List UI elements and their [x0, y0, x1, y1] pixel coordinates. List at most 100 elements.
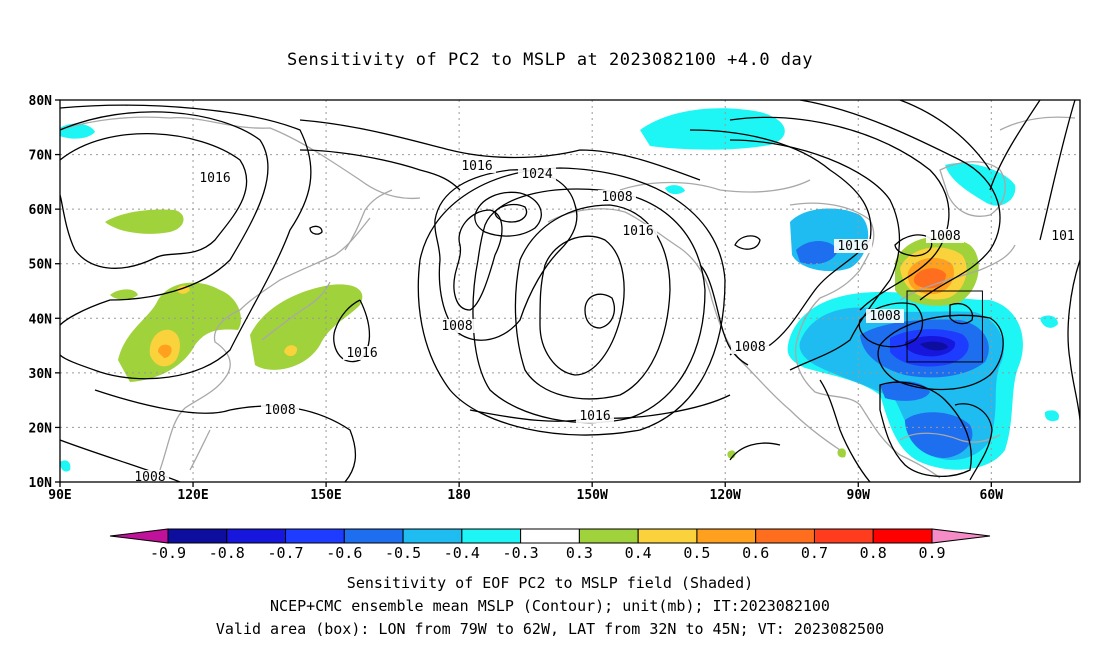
contour-label: 1016	[199, 171, 230, 186]
contour-label: 1008	[264, 403, 295, 418]
colorbar-under-arrow	[109, 528, 169, 544]
colorbar-swatch	[578, 528, 639, 544]
contour-label-bg	[576, 409, 614, 423]
coastline	[189, 429, 211, 471]
contour-label-bg	[834, 239, 872, 253]
mslp-contour	[299, 119, 701, 181]
mslp-contour	[453, 209, 503, 311]
shading-negative	[60, 123, 95, 139]
contour-label: 1016	[461, 159, 492, 174]
mslp-contour	[894, 234, 933, 257]
lon-tick-label: 150E	[310, 488, 341, 503]
colorbar-swatch	[285, 528, 345, 544]
lon-tick-label: 90W	[847, 488, 871, 503]
coastline	[939, 161, 1006, 217]
contour-label-bg	[196, 171, 234, 185]
mslp-contour	[299, 149, 461, 191]
contour-label: 1008	[869, 309, 900, 324]
coastline	[60, 116, 421, 200]
colorbar-label: 0.3	[566, 544, 593, 562]
contour-label: 1008	[601, 190, 632, 205]
lon-tick-label: 90E	[48, 488, 71, 503]
colorbar-swatch	[696, 528, 757, 544]
mslp-contour	[333, 299, 371, 363]
colorbar-swatch	[461, 528, 522, 544]
shading-positive	[105, 209, 184, 234]
shading-negative	[920, 341, 948, 351]
shading-negative	[640, 108, 785, 150]
mslp-contour	[60, 132, 248, 269]
shading-negative	[945, 162, 1016, 206]
colorbar-swatch	[813, 528, 874, 544]
contour-label: 1008	[134, 470, 165, 485]
caption-shading: Sensitivity of EOF PC2 to MSLP field (Sh…	[346, 574, 754, 592]
lat-tick-label: 50N	[29, 258, 53, 273]
mslp-contour	[417, 167, 726, 436]
contour-label: 101	[1051, 229, 1074, 244]
colorbar-swatch	[343, 528, 404, 544]
colorbar-swatch	[872, 528, 933, 544]
contour-label-bg	[131, 470, 169, 484]
coastline	[899, 432, 1001, 443]
sensitivity-shading	[60, 108, 1059, 472]
coastline	[547, 208, 841, 451]
colorbar-label: -0.3	[503, 544, 539, 562]
colorbar-over-arrow	[931, 528, 991, 544]
colorbar-label: -0.6	[326, 544, 362, 562]
shading-negative	[1044, 410, 1059, 422]
shading-negative	[880, 380, 930, 401]
shading-positive	[110, 289, 138, 300]
shading-negative	[665, 185, 685, 195]
lat-tick-label: 80N	[29, 94, 53, 109]
coastline	[344, 189, 393, 251]
lat-tick-label: 60N	[29, 203, 53, 218]
shading-negative	[60, 460, 71, 472]
contour-labels: 1016 1008 1016 1008 1016 1024 1008 1016 1008 1016…	[131, 159, 1078, 485]
map-title: Sensitivity of PC2 to MSLP at 2023082100…	[286, 50, 813, 70]
colorbar-label: 0.5	[683, 544, 710, 562]
colorbar-swatch	[637, 528, 698, 544]
colorbar: -0.9 -0.8 -0.7 -0.6 -0.5 -0.4 -0.3 0.3 0.4 0.5 0.6…	[109, 528, 991, 562]
shading-negative	[1040, 315, 1058, 328]
contour-label: 1016	[579, 409, 610, 424]
shading-negative	[796, 241, 838, 265]
caption-valid-area: Valid area (box): LON from 79W to 62W, L…	[215, 620, 885, 638]
contour-label: 1024	[521, 167, 552, 182]
lat-tick-label: 40N	[29, 312, 53, 327]
mslp-contour	[599, 394, 731, 419]
colorbar-swatch	[226, 528, 287, 544]
mslp-contour	[1067, 259, 1080, 421]
lon-tick-label: 180	[447, 488, 471, 503]
shading-negative	[905, 412, 973, 458]
contour-label-bg	[343, 346, 381, 360]
valid-area-box	[906, 290, 983, 363]
lat-tick-label: 70N	[29, 149, 53, 164]
contour-label-bg	[261, 403, 299, 417]
contour-label-bg	[438, 319, 476, 333]
coastline	[159, 217, 371, 471]
shading-positive	[118, 282, 241, 382]
contour-label-bg	[926, 229, 964, 243]
shading-positive	[284, 345, 298, 357]
caption-contour: NCEP+CMC ensemble mean MSLP (Contour); u…	[270, 597, 830, 615]
mslp-contour	[60, 439, 181, 482]
contour-label-bg	[458, 159, 496, 173]
mslp-contour	[94, 389, 357, 482]
contour-label: 1016	[346, 346, 377, 361]
lon-tick-label: 150W	[577, 488, 608, 503]
mslp-contour	[799, 100, 1001, 301]
lat-tick-label: 30N	[29, 367, 53, 382]
mslp-contour	[514, 204, 671, 400]
contour-label-bg	[866, 309, 904, 323]
mslp-contour	[989, 100, 1041, 191]
shading-positive	[158, 344, 172, 358]
mslp-contour	[858, 302, 924, 348]
colorbar-label: -0.7	[267, 544, 303, 562]
colorbar-label: 0.4	[625, 544, 652, 562]
contour-label: 1016	[837, 239, 868, 254]
coastline	[619, 179, 811, 193]
colorbar-swatch	[755, 528, 815, 544]
mslp-contour	[729, 442, 781, 461]
